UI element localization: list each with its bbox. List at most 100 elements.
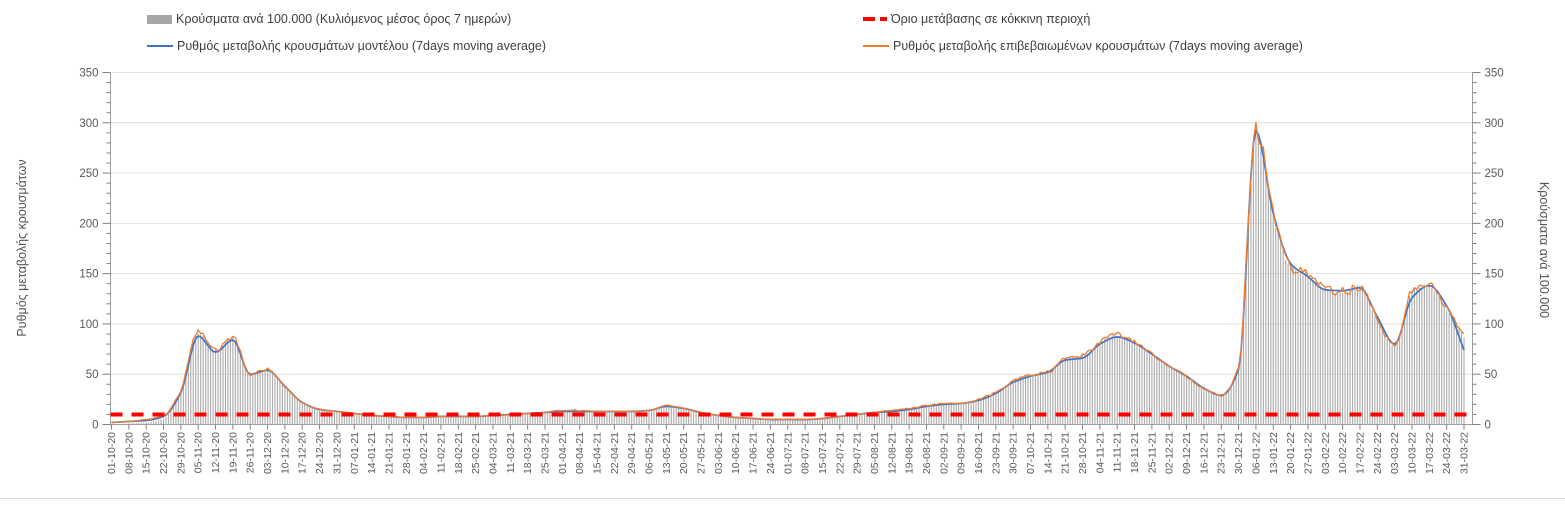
svg-text:28-01-21: 28-01-21: [401, 432, 413, 474]
legend-label-threshold: Όριο μετάβασης σε κόκκινη περιοχή: [891, 12, 1091, 26]
svg-text:31-12-20: 31-12-20: [331, 432, 343, 474]
svg-text:29-04-21: 29-04-21: [626, 432, 638, 474]
svg-text:10-12-20: 10-12-20: [279, 432, 291, 474]
svg-text:26-11-20: 26-11-20: [245, 432, 257, 473]
svg-text:10-02-22: 10-02-22: [1337, 432, 1349, 474]
svg-text:18-03-21: 18-03-21: [522, 432, 534, 474]
svg-text:24-02-22: 24-02-22: [1372, 432, 1384, 474]
svg-text:14-10-21: 14-10-21: [1042, 432, 1054, 474]
svg-text:20-01-22: 20-01-22: [1285, 432, 1297, 474]
legend-item-confirmed-line: Ρυθμός μεταβολής επιβεβαιωμένων κρουσμάτ…: [863, 37, 1303, 55]
svg-text:31-03-22: 31-03-22: [1459, 432, 1471, 474]
svg-text:27-05-21: 27-05-21: [696, 432, 708, 474]
svg-text:10-03-22: 10-03-22: [1406, 432, 1418, 474]
svg-text:100: 100: [1485, 319, 1504, 331]
svg-text:06-05-21: 06-05-21: [644, 432, 656, 474]
svg-text:15-07-21: 15-07-21: [817, 432, 829, 474]
svg-text:03-12-20: 03-12-20: [262, 432, 274, 474]
svg-text:08-10-20: 08-10-20: [123, 432, 135, 474]
svg-text:29-07-21: 29-07-21: [852, 432, 864, 474]
svg-text:01-07-21: 01-07-21: [782, 432, 794, 474]
svg-text:21-01-21: 21-01-21: [383, 432, 395, 474]
line-swatch-icon: [863, 44, 889, 48]
line-swatch-icon: [147, 44, 173, 48]
svg-text:03-03-22: 03-03-22: [1389, 432, 1401, 474]
svg-text:350: 350: [1485, 68, 1504, 80]
svg-text:22-10-20: 22-10-20: [158, 432, 170, 474]
svg-text:30-12-21: 30-12-21: [1233, 432, 1245, 474]
svg-text:25-11-21: 25-11-21: [1146, 432, 1158, 473]
svg-text:04-11-21: 04-11-21: [1094, 432, 1106, 473]
svg-text:11-02-21: 11-02-21: [435, 432, 447, 473]
svg-text:19-08-21: 19-08-21: [904, 432, 916, 474]
svg-text:23-12-21: 23-12-21: [1216, 432, 1228, 474]
svg-text:21-10-21: 21-10-21: [1060, 432, 1072, 474]
svg-text:19-11-20: 19-11-20: [227, 432, 239, 473]
svg-text:15-10-20: 15-10-20: [141, 432, 153, 474]
svg-text:13-05-21: 13-05-21: [661, 432, 673, 474]
svg-text:16-09-21: 16-09-21: [973, 432, 985, 474]
svg-text:07-10-21: 07-10-21: [1025, 432, 1037, 474]
svg-text:28-10-21: 28-10-21: [1077, 432, 1089, 474]
svg-text:04-02-21: 04-02-21: [418, 432, 430, 474]
svg-text:08-07-21: 08-07-21: [800, 432, 812, 474]
svg-text:300: 300: [1485, 118, 1504, 130]
svg-text:250: 250: [79, 168, 98, 180]
svg-text:16-12-21: 16-12-21: [1198, 432, 1210, 474]
svg-text:06-01-22: 06-01-22: [1250, 432, 1262, 474]
svg-text:0: 0: [92, 420, 98, 432]
svg-text:200: 200: [79, 218, 98, 230]
svg-text:05-08-21: 05-08-21: [869, 432, 881, 474]
svg-text:10-06-21: 10-06-21: [730, 432, 742, 474]
svg-text:30-09-21: 30-09-21: [1008, 432, 1020, 474]
legend-item-threshold: Όριο μετάβασης σε κόκκινη περιοχή: [863, 10, 1090, 28]
svg-text:100: 100: [79, 319, 98, 331]
svg-text:17-02-22: 17-02-22: [1354, 432, 1366, 474]
svg-text:24-06-21: 24-06-21: [765, 432, 777, 474]
svg-text:03-02-22: 03-02-22: [1320, 432, 1332, 474]
svg-text:350: 350: [79, 68, 98, 80]
svg-text:17-12-20: 17-12-20: [297, 432, 309, 474]
legend-label-confirmed-line: Ρυθμός μεταβολής επιβεβαιωμένων κρουσμάτ…: [893, 39, 1303, 53]
svg-text:09-12-21: 09-12-21: [1181, 432, 1193, 474]
svg-text:05-11-20: 05-11-20: [193, 432, 205, 473]
svg-text:24-03-22: 24-03-22: [1441, 432, 1453, 474]
bar-swatch-icon: [147, 14, 172, 24]
legend-item-model-line: Ρυθμός μεταβολής κρουσμάτων μοντέλου (7d…: [147, 37, 546, 55]
svg-text:15-04-21: 15-04-21: [592, 432, 604, 474]
svg-text:50: 50: [1485, 369, 1498, 381]
svg-text:25-03-21: 25-03-21: [539, 432, 551, 474]
svg-text:150: 150: [79, 269, 98, 281]
legend-item-cases-bars: Κρούσματα ανά 100.000 (Κυλιόμενος μέσος …: [147, 10, 511, 28]
svg-text:17-06-21: 17-06-21: [748, 432, 760, 474]
dashed-line-swatch-icon: [863, 17, 887, 21]
svg-text:23-09-21: 23-09-21: [990, 432, 1002, 474]
svg-text:22-04-21: 22-04-21: [609, 432, 621, 474]
svg-text:01-10-20: 01-10-20: [106, 432, 118, 474]
svg-text:02-09-21: 02-09-21: [938, 432, 950, 474]
svg-text:17-03-22: 17-03-22: [1424, 432, 1436, 474]
svg-text:09-09-21: 09-09-21: [956, 432, 968, 474]
svg-text:26-08-21: 26-08-21: [921, 432, 933, 474]
svg-text:02-12-21: 02-12-21: [1164, 432, 1176, 474]
svg-text:18-02-21: 18-02-21: [453, 432, 465, 474]
svg-text:27-01-22: 27-01-22: [1302, 432, 1314, 474]
svg-text:08-04-21: 08-04-21: [574, 432, 586, 474]
svg-text:12-08-21: 12-08-21: [886, 432, 898, 474]
svg-text:18-11-21: 18-11-21: [1129, 432, 1141, 473]
svg-text:13-01-22: 13-01-22: [1268, 432, 1280, 474]
svg-text:01-04-21: 01-04-21: [557, 432, 569, 474]
svg-text:24-12-20: 24-12-20: [314, 432, 326, 474]
svg-text:12-11-20: 12-11-20: [210, 432, 222, 473]
svg-text:04-03-21: 04-03-21: [487, 432, 499, 474]
svg-text:150: 150: [1485, 269, 1504, 281]
svg-text:11-03-21: 11-03-21: [505, 432, 517, 473]
svg-text:14-01-21: 14-01-21: [366, 432, 378, 474]
svg-text:300: 300: [79, 118, 98, 130]
legend-label-cases-bars: Κρούσματα ανά 100.000 (Κυλιόμενος μέσος …: [176, 12, 512, 26]
svg-text:0: 0: [1485, 420, 1491, 432]
legend-label-model-line: Ρυθμός μεταβολής κρουσμάτων μοντέλου (7d…: [177, 39, 547, 53]
svg-text:11-11-21: 11-11-21: [1112, 432, 1124, 473]
